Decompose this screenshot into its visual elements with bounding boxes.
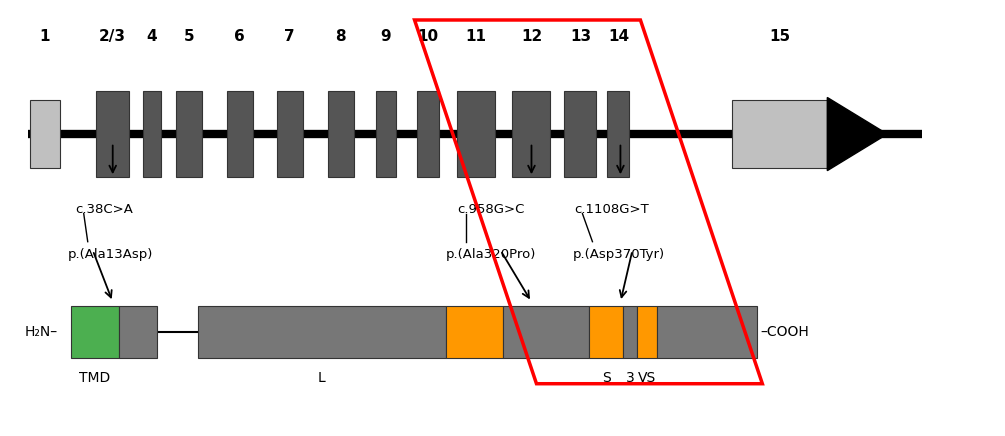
FancyBboxPatch shape	[456, 91, 494, 177]
Text: H₂N–: H₂N–	[24, 325, 57, 339]
FancyBboxPatch shape	[657, 306, 758, 358]
Text: TMD: TMD	[79, 371, 111, 385]
Text: 3: 3	[626, 371, 635, 385]
FancyBboxPatch shape	[504, 306, 590, 358]
FancyBboxPatch shape	[30, 100, 59, 168]
FancyBboxPatch shape	[119, 306, 157, 358]
FancyBboxPatch shape	[416, 91, 438, 177]
Text: 11: 11	[465, 29, 486, 44]
Text: 6: 6	[234, 29, 245, 44]
Text: p.(Ala320Pro): p.(Ala320Pro)	[445, 248, 536, 261]
Text: 15: 15	[770, 29, 791, 44]
Text: 13: 13	[570, 29, 591, 44]
Text: c.38C>A: c.38C>A	[75, 203, 134, 216]
Text: 8: 8	[336, 29, 346, 44]
Text: c.1108G>T: c.1108G>T	[575, 203, 649, 216]
FancyBboxPatch shape	[513, 91, 551, 177]
Text: L: L	[318, 371, 326, 385]
FancyBboxPatch shape	[328, 91, 354, 177]
Text: 10: 10	[417, 29, 438, 44]
Text: 4: 4	[147, 29, 157, 44]
FancyBboxPatch shape	[276, 91, 303, 177]
Text: 7: 7	[284, 29, 294, 44]
FancyBboxPatch shape	[95, 91, 129, 177]
Text: –COOH: –COOH	[761, 325, 809, 339]
FancyBboxPatch shape	[590, 306, 623, 358]
FancyBboxPatch shape	[623, 306, 637, 358]
Text: c.958G>C: c.958G>C	[457, 203, 525, 216]
FancyBboxPatch shape	[565, 91, 596, 177]
Text: p.(Ala13Asp): p.(Ala13Asp)	[67, 248, 153, 261]
FancyBboxPatch shape	[637, 306, 657, 358]
Text: 2/3: 2/3	[99, 29, 127, 44]
FancyBboxPatch shape	[227, 91, 252, 177]
Text: 12: 12	[521, 29, 542, 44]
Text: 14: 14	[608, 29, 629, 44]
FancyBboxPatch shape	[376, 91, 396, 177]
FancyBboxPatch shape	[70, 306, 119, 358]
FancyBboxPatch shape	[176, 91, 202, 177]
Text: 5: 5	[183, 29, 194, 44]
FancyBboxPatch shape	[198, 306, 445, 358]
Text: VS: VS	[638, 371, 656, 385]
Text: 9: 9	[380, 29, 391, 44]
FancyBboxPatch shape	[143, 91, 161, 177]
Polygon shape	[827, 98, 887, 170]
FancyBboxPatch shape	[607, 91, 629, 177]
FancyBboxPatch shape	[733, 100, 827, 168]
FancyBboxPatch shape	[445, 306, 504, 358]
Text: S: S	[602, 371, 611, 385]
Text: 1: 1	[39, 29, 50, 44]
Text: p.(Asp370Tyr): p.(Asp370Tyr)	[573, 248, 664, 261]
